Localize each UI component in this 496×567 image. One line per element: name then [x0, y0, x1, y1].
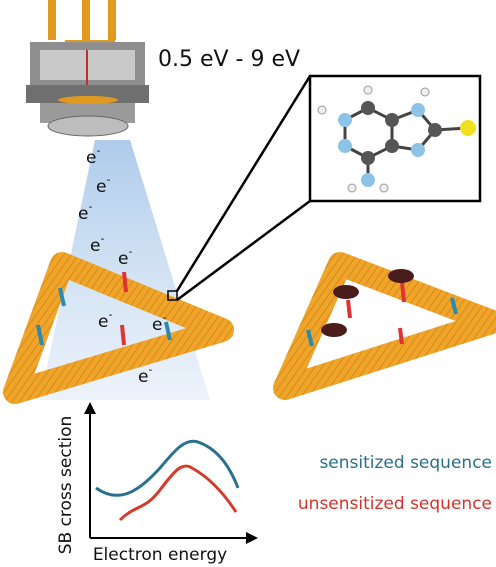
- electron-symbol: e: [98, 312, 108, 332]
- figure: 0.5 eV - 9 eV: [0, 0, 496, 567]
- electron-charge: -: [100, 232, 104, 245]
- electron-symbol: e: [96, 177, 106, 197]
- electron-symbol: e: [152, 315, 162, 335]
- electron-charge: -: [96, 144, 100, 157]
- cross-section-sketch: [84, 402, 258, 544]
- electron-symbol: e: [78, 204, 88, 224]
- electron-charge: -: [128, 245, 132, 258]
- y-axis-label: SB cross section: [56, 416, 76, 555]
- origami-right: [285, 264, 492, 388]
- electron-symbol: e: [86, 148, 96, 168]
- energy-range: 0.5 eV - 9 eV: [158, 47, 300, 72]
- zoom-line: [177, 201, 310, 300]
- electron-charge: -: [88, 200, 92, 213]
- legend-unsensitized: unsensitized sequence: [298, 494, 492, 514]
- electron-symbol: e: [90, 236, 100, 256]
- electron-charge: -: [162, 311, 166, 324]
- zoom-line: [177, 76, 310, 291]
- electron-source: [26, 0, 149, 136]
- electron-charge: -: [106, 173, 110, 186]
- legend-sensitized: sensitized sequence: [319, 453, 492, 473]
- electron-charge: -: [108, 308, 112, 321]
- electron-symbol: e: [138, 367, 148, 387]
- electron-charge: -: [148, 363, 152, 376]
- electron-symbol: e: [118, 249, 128, 269]
- x-axis-label: Electron energy: [93, 545, 227, 565]
- zoom-box: [310, 76, 480, 201]
